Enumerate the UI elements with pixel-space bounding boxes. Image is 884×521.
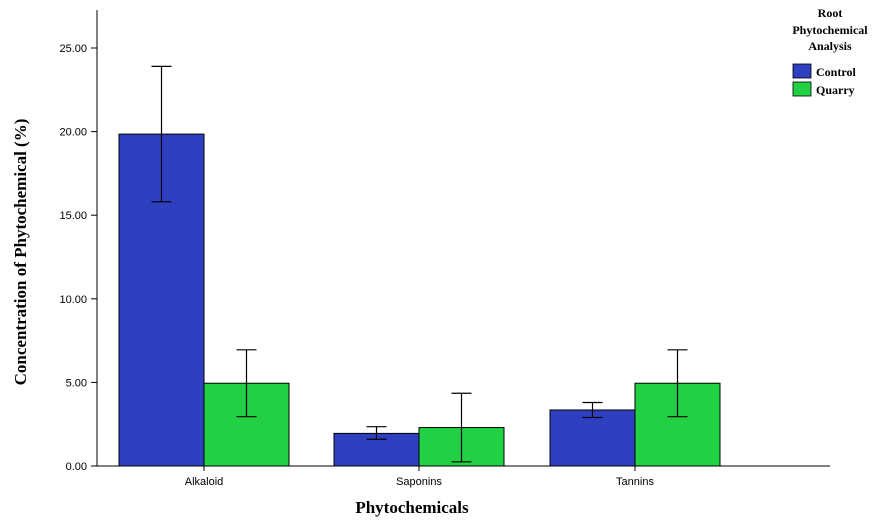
y-tick-label: 10.00 [59, 294, 87, 306]
error-bar-quarry-tannins [667, 349, 688, 418]
legend-title-line-1: Root [818, 6, 843, 20]
error-bar-quarry-saponins [451, 392, 472, 463]
legend-swatch-quarry [792, 81, 812, 97]
error-bar-control-saponins [366, 426, 387, 440]
x-axis-title: Phytochemicals [355, 498, 469, 517]
error-bar-control-alkaloid [151, 65, 172, 203]
error-bar-quarry-alkaloid [236, 349, 257, 418]
error-bar-control-tannins [582, 401, 603, 419]
legend-label-control: Control [816, 65, 856, 79]
category-label-saponins: Saponins [396, 476, 442, 488]
category-label-tannins: Tannins [616, 476, 654, 488]
legend-title-line-2: Phytochemical [792, 23, 868, 37]
legend-label-quarry: Quarry [816, 83, 855, 97]
bar-control-tannins [549, 409, 636, 467]
y-tick-label: 15.00 [59, 210, 87, 222]
legend-swatch-control [792, 63, 812, 79]
legend-title-line-3: Analysis [808, 39, 852, 53]
category-labels: Alkaloid Saponins Tannins [185, 466, 654, 488]
y-axis-title: Concentration of Phytochemical (%) [11, 119, 30, 386]
y-tick-label: 25.00 [59, 43, 87, 55]
category-label-alkaloid: Alkaloid [185, 476, 224, 488]
error-bars-layer [151, 65, 688, 463]
y-axis-ticks: 0.00 5.00 10.00 15.00 20.00 25.00 [59, 43, 97, 473]
y-tick-label: 5.00 [66, 377, 87, 389]
legend: Root Phytochemical Analysis Control Quar… [792, 6, 868, 97]
y-tick-label: 0.00 [66, 461, 87, 473]
y-tick-label: 20.00 [59, 127, 87, 139]
bars-layer [118, 133, 721, 467]
